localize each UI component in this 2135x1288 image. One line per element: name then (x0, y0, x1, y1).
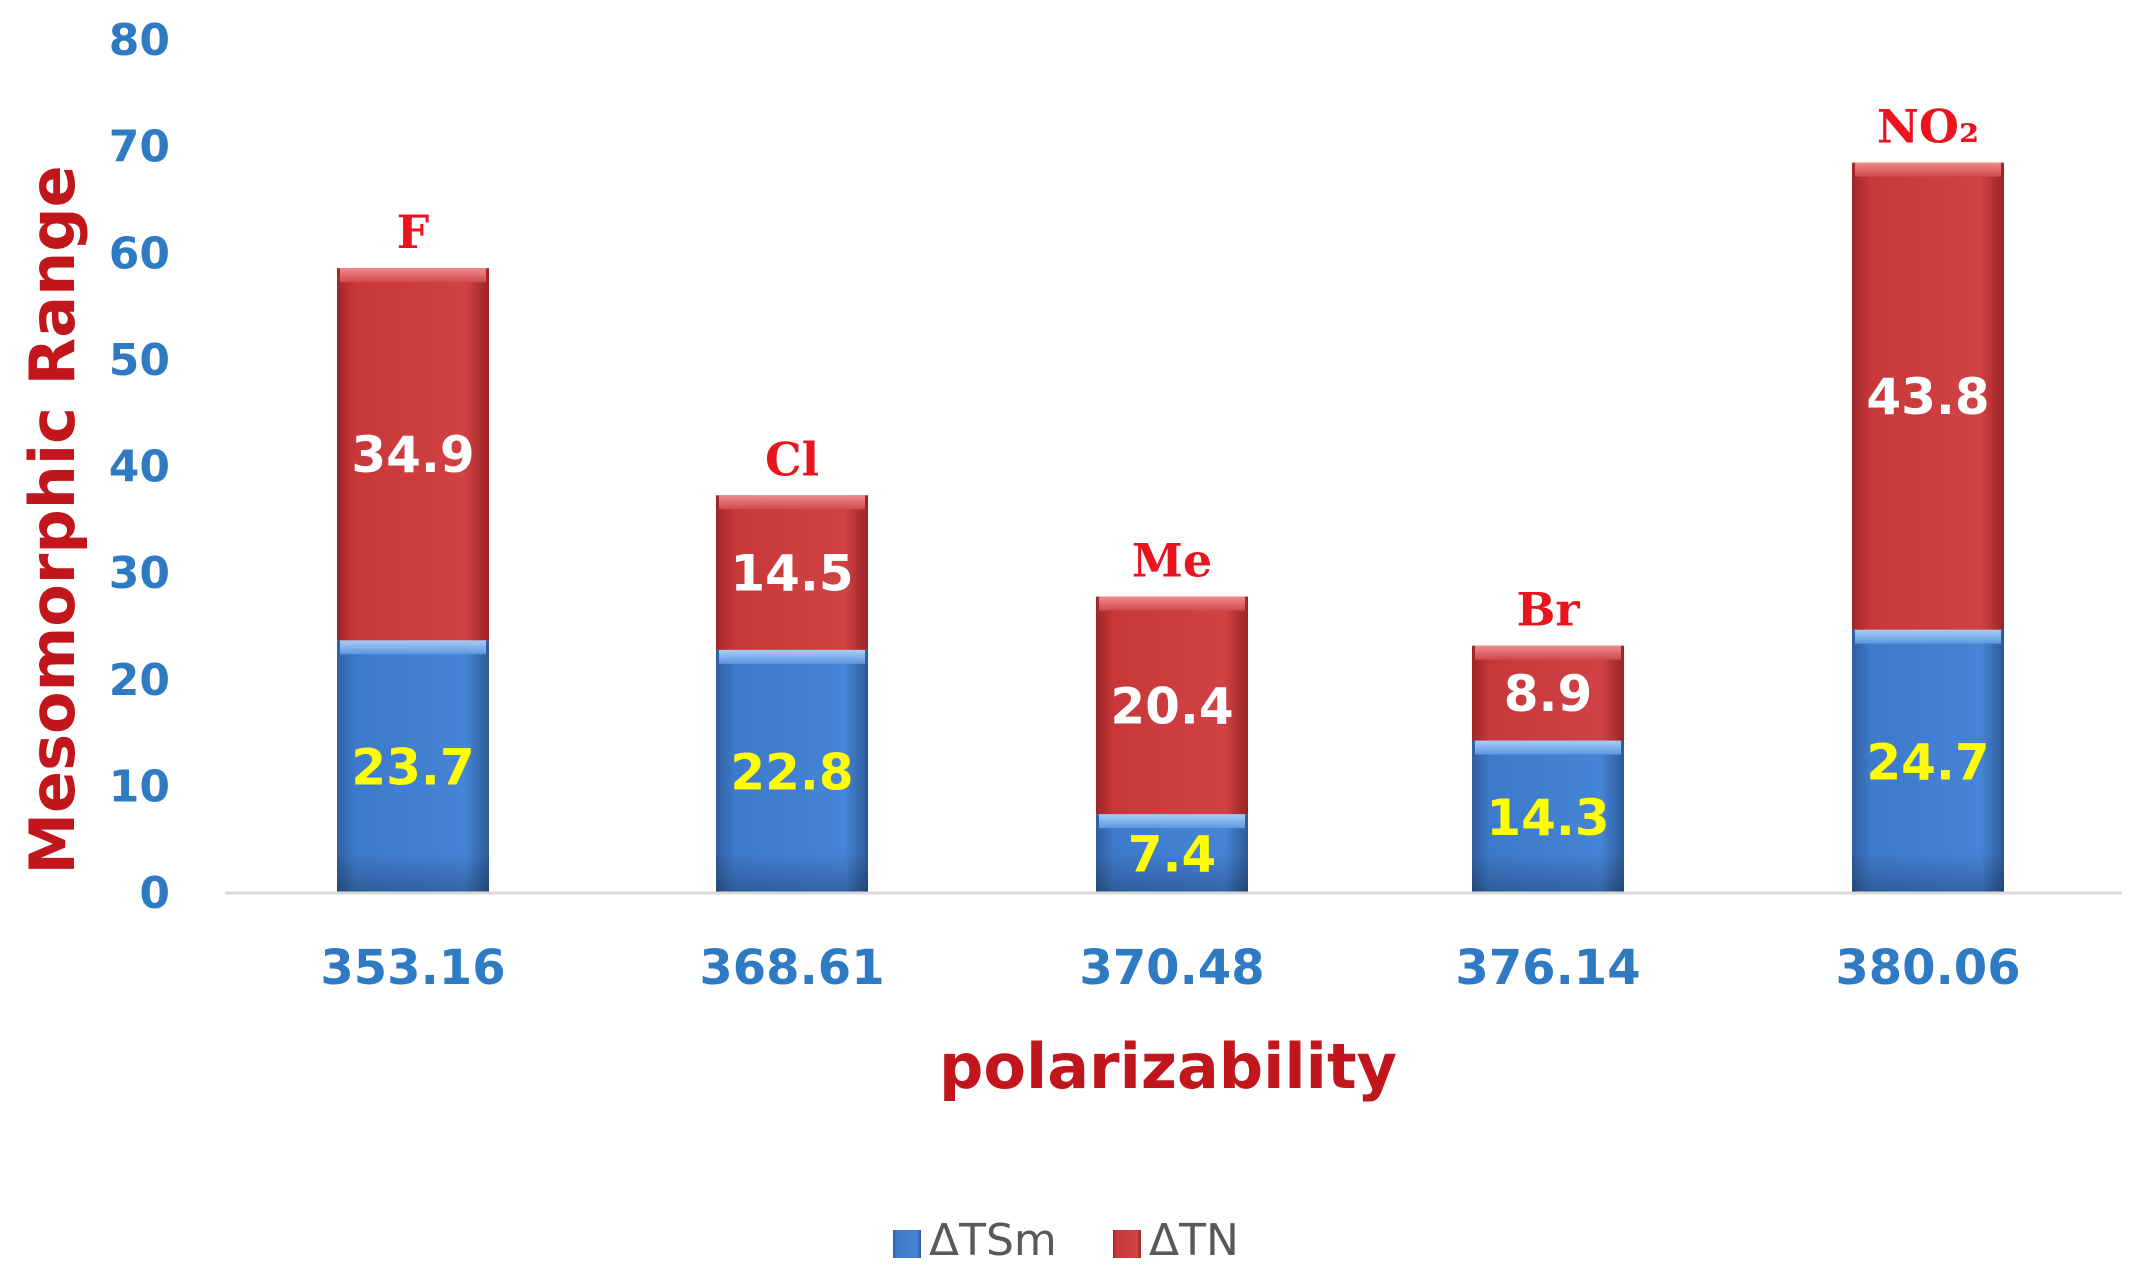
bar-cap-series-1 (1855, 162, 2001, 177)
bar-cap-series-0 (1475, 740, 1621, 755)
x-axis-ticks: 353.16 368.61 370.48 376.14 380.06 (320, 940, 2020, 996)
bar-cap-series-1 (719, 495, 865, 510)
legend-swatch-series-1 (1113, 1230, 1141, 1258)
y-tick-label: 60 (109, 228, 170, 279)
bar-segment-series-1 (716, 495, 868, 650)
bar-stack: 23.7 34.9 F (337, 205, 489, 893)
bar-cap-series-0 (1099, 814, 1245, 829)
bar-segment-series-1 (337, 268, 489, 641)
y-tick-label: 10 (109, 761, 170, 812)
x-tick-label: 370.48 (1079, 940, 1264, 996)
legend-label-series-1: ΔTN (1149, 1215, 1239, 1266)
x-tick-label: 368.61 (699, 940, 884, 996)
bar-shade (1096, 853, 1248, 893)
y-tick-label: 80 (109, 15, 170, 66)
bars-group: 23.7 34.9 F 22.8 14.5 Cl 7.4 20.4 Me 14.3 8.9 Br 24.… (337, 100, 2004, 893)
bar-segment-series-1 (1472, 645, 1624, 741)
legend-swatch-series-0 (893, 1230, 921, 1258)
bar-cap-series-1 (1099, 596, 1245, 611)
data-label-series-1: 14.5 (730, 545, 853, 603)
bar-annotation: Me (1132, 534, 1212, 588)
y-tick-label: 0 (139, 868, 170, 919)
x-tick-label: 376.14 (1455, 940, 1640, 996)
data-label-series-0: 23.7 (351, 739, 474, 797)
y-axis-title: Mesomorphic Range (16, 165, 89, 874)
bar-segment-series-1 (1852, 162, 2004, 630)
bar-segment-series-0 (716, 649, 868, 893)
y-tick-label: 40 (109, 442, 170, 493)
x-axis-title: polarizability (939, 1030, 1397, 1103)
bar-cap-series-0 (719, 649, 865, 664)
bar-stack: 7.4 20.4 Me (1096, 534, 1248, 893)
bar-segment-series-0 (1852, 629, 2004, 893)
legend: ΔTSm ΔTN (893, 1215, 1239, 1266)
y-axis-ticks: 0 10 20 30 40 50 60 70 80 (109, 15, 170, 919)
data-label-series-1: 43.8 (1866, 368, 1989, 426)
bar-shade (337, 853, 489, 893)
bar-shade (716, 853, 868, 893)
bar-shade (1472, 853, 1624, 893)
y-tick-label: 70 (109, 122, 170, 173)
bar-stack: 14.3 8.9 Br (1472, 583, 1624, 893)
bar-annotation: F (397, 205, 430, 259)
bar-cap-series-0 (1855, 629, 2001, 644)
data-label-series-0: 22.8 (730, 743, 853, 801)
data-label-series-1: 8.9 (1504, 665, 1593, 723)
data-label-series-0: 14.3 (1486, 789, 1609, 847)
bar-cap-series-1 (1475, 645, 1621, 660)
bar-annotation: Cl (765, 432, 819, 486)
data-label-series-0: 7.4 (1128, 826, 1217, 884)
bar-stack: 22.8 14.5 Cl (716, 432, 868, 893)
y-tick-label: 20 (109, 655, 170, 706)
x-tick-label: 353.16 (320, 940, 505, 996)
bar-cap-series-0 (340, 640, 486, 655)
bar-stack: 24.7 43.8 NO₂ (1852, 100, 2004, 893)
y-tick-label: 50 (109, 335, 170, 386)
bar-cap-series-1 (340, 268, 486, 283)
bar-segment-series-1 (1096, 596, 1248, 815)
data-label-series-0: 24.7 (1866, 733, 1989, 791)
bar-shade (1852, 853, 2004, 893)
y-tick-label: 30 (109, 548, 170, 599)
bar-segment-series-0 (337, 640, 489, 893)
bar-annotation: NO₂ (1877, 100, 1979, 154)
x-tick-label: 380.06 (1835, 940, 2020, 996)
data-label-series-1: 20.4 (1110, 677, 1233, 735)
data-label-series-1: 34.9 (351, 426, 474, 484)
bar-annotation: Br (1516, 583, 1580, 637)
legend-label-series-0: ΔTSm (929, 1215, 1057, 1266)
